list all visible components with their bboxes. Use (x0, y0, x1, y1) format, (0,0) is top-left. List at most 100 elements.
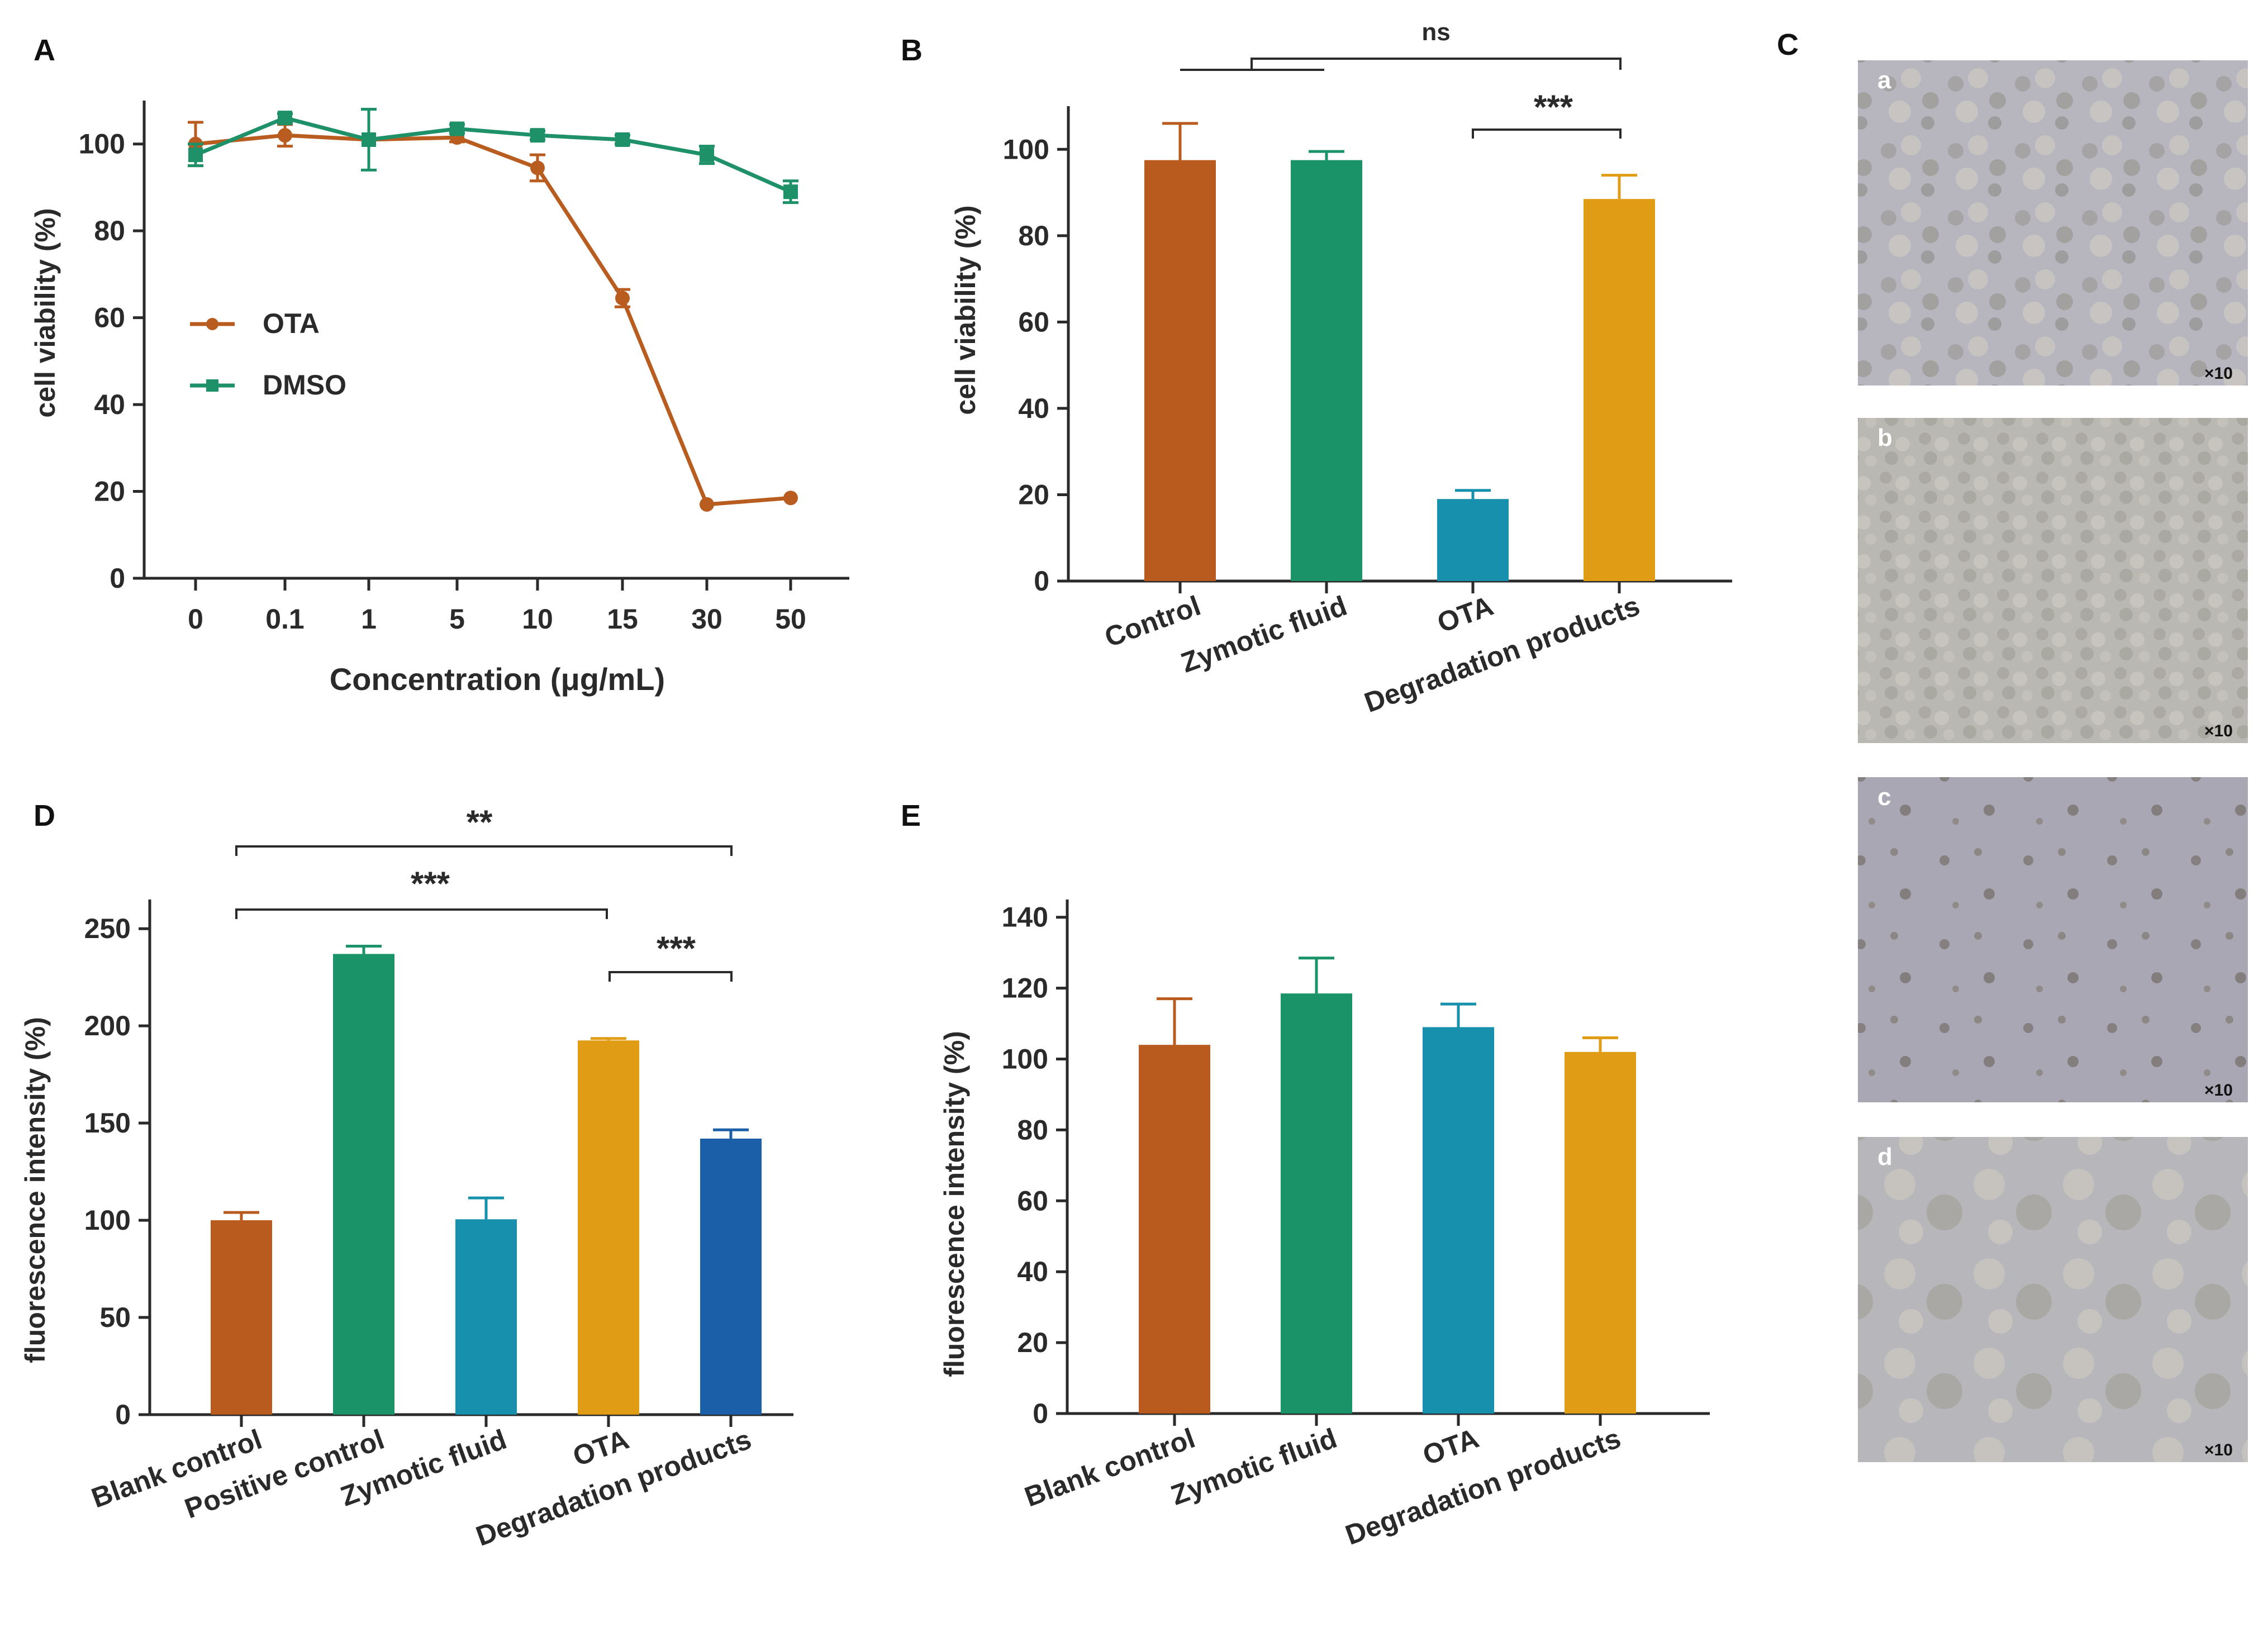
sig-bracket-blank-ota (235, 908, 608, 919)
panel-a-x-axis-label: Concentration (μg/mL) (330, 662, 665, 697)
series-dmso-point (615, 132, 630, 147)
panel-c-micrographs: a ×10 b ×10 c ×10 d ×10 (1858, 60, 2248, 1462)
panel-b-bar-3 (1584, 199, 1655, 581)
micrograph-mag-d: ×10 (2204, 1441, 2233, 1459)
panel-a-x-tick-label: 5 (449, 603, 465, 635)
panel-e-bar-1 (1281, 993, 1352, 1414)
sig-label-blank-deg: ** (467, 803, 493, 841)
series-ota-point (615, 291, 630, 306)
micrograph-a: a ×10 (1858, 60, 2248, 386)
panel-d-y-tick-label: 200 (84, 1010, 131, 1041)
micrograph-mag-c: ×10 (2204, 1081, 2233, 1100)
panel-e-bar-chart: fluorescence intensity (%) 0 20 40 60 80 100 1… (939, 900, 1710, 1551)
micrograph-label-c: c (1877, 783, 1891, 811)
panel-b-bar-2 (1437, 499, 1509, 581)
panel-d-category-label: Positive control (180, 1424, 388, 1525)
panel-d-y-tick-label: 150 (84, 1107, 131, 1139)
series-dmso-point (783, 184, 798, 199)
panel-d-bar-0 (211, 1220, 272, 1415)
panel-label-b: B (901, 34, 923, 67)
sig-label-ota-deg: *** (1534, 88, 1573, 126)
panel-label-e: E (901, 799, 921, 832)
micrograph-mag-a: ×10 (2204, 364, 2233, 383)
micrograph-mag-b: ×10 (2204, 722, 2233, 740)
micrograph-c: c ×10 (1858, 777, 2248, 1102)
series-dmso-point (700, 147, 714, 163)
panel-a-x-tick-label: 30 (691, 603, 722, 635)
panel-label-c: C (1777, 28, 1799, 61)
panel-d-bar-chart: fluorescence intensity (%) 0 50 100 150 200 2… (20, 803, 793, 1552)
panel-e-category-label: OTA (1419, 1422, 1483, 1471)
panel-label-a: A (34, 34, 55, 67)
panel-e-y-axis-label: fluorescence intensity (%) (939, 1031, 970, 1377)
panel-e-category-label: Degradation products (1341, 1422, 1624, 1551)
panel-d-y-tick-label: 100 (84, 1205, 131, 1236)
sig-bracket-ota-deg (1472, 129, 1622, 139)
micrograph-b: b ×10 (1858, 418, 2248, 743)
micrograph-label-b: b (1877, 424, 1893, 451)
panel-a-x-tick-label: 1 (361, 603, 377, 635)
panel-b-category-label: Degradation products (1360, 590, 1643, 718)
series-dmso-point (188, 147, 203, 163)
panel-e-y-tick-label: 40 (1017, 1256, 1048, 1287)
series-ota-point (783, 491, 798, 506)
panel-a-legend: OTA DMSO (190, 308, 346, 401)
micrograph-label-d: d (1877, 1143, 1893, 1170)
panel-e-y-tick-label: 60 (1017, 1185, 1048, 1216)
panel-a-y-axis-label: cell viability (%) (30, 208, 61, 417)
panel-a-line-chart: cell viability (%) Concentration (μg/mL)… (30, 101, 849, 697)
panel-e-y-tick-label: 120 (1002, 973, 1048, 1004)
panel-e-bar-3 (1565, 1051, 1636, 1414)
panel-a-x-tick-label: 0 (188, 603, 203, 635)
series-ota-point (278, 128, 292, 143)
panel-d-bar-3 (578, 1040, 639, 1415)
panel-a-y-tick-label: 0 (110, 563, 125, 594)
sig-label-ns: ns (1421, 18, 1450, 46)
panel-b-y-tick-label: 60 (1018, 306, 1049, 337)
panel-e-y-tick-label: 80 (1017, 1114, 1048, 1145)
panel-e-category-label: Blank control (1020, 1422, 1199, 1513)
sig-bracket-ota-deg-d (608, 971, 733, 982)
panel-d-bar-1 (333, 954, 394, 1415)
legend-dmso-label: DMSO (263, 369, 346, 401)
panel-a-y-tick-label: 20 (94, 476, 125, 507)
panel-a-y-tick-label: 60 (94, 302, 125, 334)
micrograph-image-c (1858, 777, 2248, 1102)
panel-b-category-label: Zymotic fluid (1177, 590, 1351, 679)
sig-bracket-ns (1180, 58, 1622, 71)
panel-label-d: D (34, 799, 55, 832)
panel-d-bar-2 (455, 1219, 517, 1415)
panel-d-y-axis-label: fluorescence intensity (%) (20, 1017, 51, 1363)
micrograph-image-d (1858, 1137, 2248, 1462)
panel-d-category-label: OTA (569, 1424, 633, 1472)
panel-b-y-tick-label: 40 (1018, 393, 1049, 424)
panel-a-y-tick-label: 40 (94, 389, 125, 420)
panel-e-bar-2 (1423, 1027, 1494, 1414)
panel-b-y-tick-label: 80 (1018, 220, 1049, 251)
panel-e-y-tick-label: 100 (1002, 1044, 1048, 1075)
legend-dmso-marker (206, 379, 218, 392)
sig-label-blank-ota: *** (411, 865, 450, 902)
panel-b-bar-1 (1291, 160, 1362, 581)
micrograph-d: d ×10 (1858, 1137, 2248, 1462)
panel-d-significance: ** *** *** (235, 803, 733, 982)
panel-b-y-tick-label: 0 (1034, 565, 1049, 597)
sig-bracket-blank-deg (235, 845, 733, 856)
panel-d-y-tick-label: 250 (84, 913, 131, 944)
series-dmso-point (530, 128, 545, 143)
panel-b-y-tick-label: 20 (1018, 479, 1049, 510)
series-dmso-point (278, 111, 292, 126)
series-ota-point (700, 497, 714, 512)
sig-label-ota-deg-d: *** (657, 930, 696, 967)
micrograph-label-a: a (1877, 66, 1891, 94)
panel-a-x-tick-label: 10 (522, 603, 553, 635)
panel-a-y-tick-label: 80 (94, 215, 125, 246)
panel-b-category-label: Control (1101, 590, 1205, 653)
series-dmso-line (194, 116, 792, 194)
series-dmso-point (362, 132, 376, 147)
panel-d-bar-4 (700, 1138, 762, 1415)
micrograph-image-a (1858, 60, 2248, 386)
legend-ota-label: OTA (263, 308, 320, 339)
panel-b-category-label: OTA (1433, 590, 1497, 639)
